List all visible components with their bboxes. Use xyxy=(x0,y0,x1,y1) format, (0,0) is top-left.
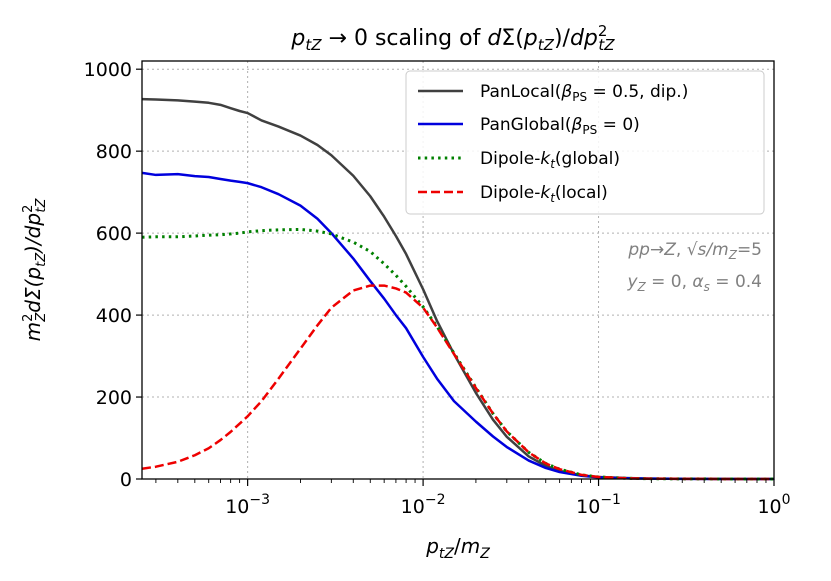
legend-label-panglobal: PanGlobal(βPS = 0) xyxy=(480,115,640,137)
y-tick-label: 400 xyxy=(96,305,132,327)
plot-frame xyxy=(141,60,775,480)
series-line-2 xyxy=(141,227,775,481)
x-tick-label: 10−2 xyxy=(401,492,446,518)
x-axis-title: ptZ/mZ xyxy=(425,534,490,562)
y-tick-label: 800 xyxy=(96,141,132,163)
legend-label-dipole-global: Dipole-kt(global) xyxy=(480,149,620,171)
y-tick-label: 1000 xyxy=(84,59,132,81)
y-axis-title: m2ZdΣ(ptZ)/dp2tZ xyxy=(21,198,49,342)
axis-ticks xyxy=(136,68,775,486)
chart-title: ptZ → 0 scaling of dΣ(ptZ)/dp2 tZ xyxy=(290,22,615,54)
x-tick-label: 10−1 xyxy=(576,492,621,518)
series-line-3 xyxy=(141,284,775,481)
series-line-1 xyxy=(141,171,775,481)
annotation-line-1: pp→Z, √s/mZ=5 xyxy=(627,240,762,262)
y-tick-label: 0 xyxy=(120,469,132,491)
annotation-line-2: yZ = 0, αs = 0.4 xyxy=(626,272,762,294)
legend-box xyxy=(405,70,765,215)
legend-label-panlocal: PanLocal(βPS = 0.5, dip.) xyxy=(480,82,688,104)
y-tick-label: 600 xyxy=(96,223,132,245)
y-tick-label: 200 xyxy=(96,387,132,409)
x-tick-label: 10−3 xyxy=(225,492,270,518)
x-tick-label: 100 xyxy=(757,492,790,518)
series-layer xyxy=(141,97,775,481)
legend: PanLocal(βPS = 0.5, dip.) PanGlobal(βPS … xyxy=(405,70,765,215)
legend-label-dipole-local: Dipole-kt(local) xyxy=(480,183,608,205)
